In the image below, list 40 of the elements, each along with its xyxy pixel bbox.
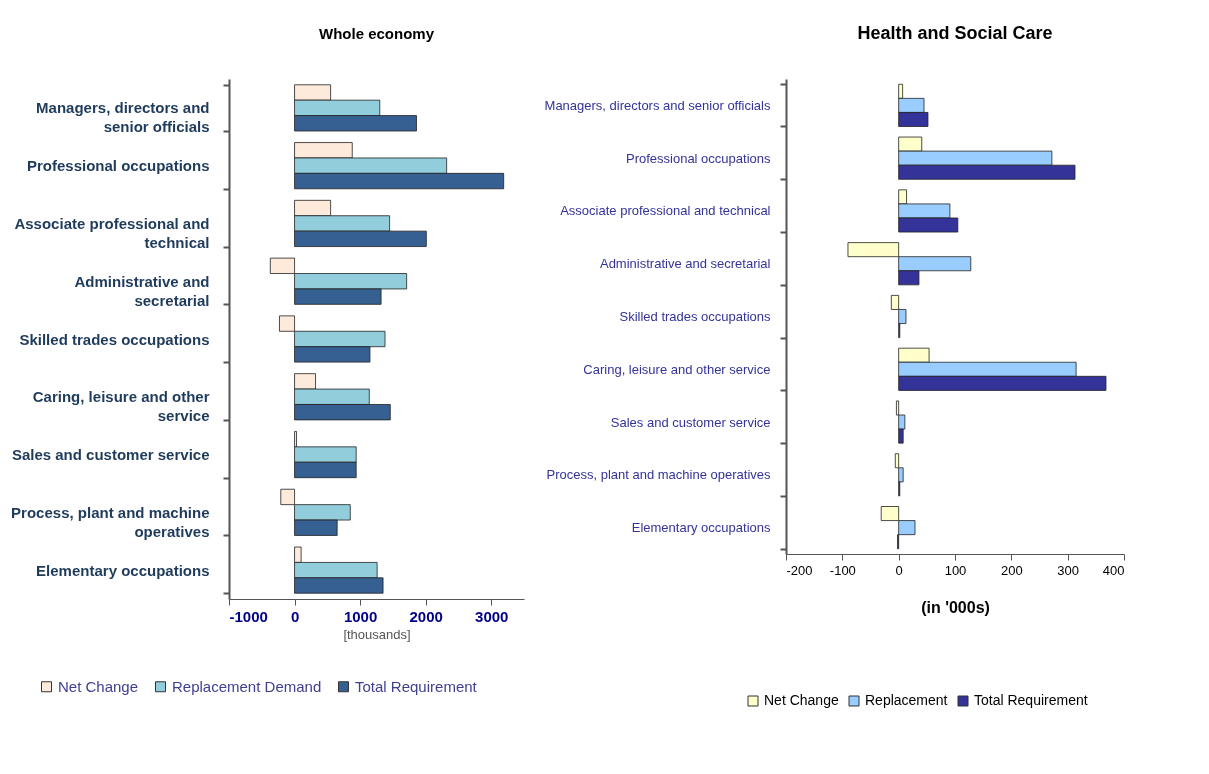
y-tick-label: Caring, leisure and other service [583, 361, 771, 377]
y-tick-label: Professional occupations [26, 157, 210, 175]
y-tick-label: Skilled trades occupations [19, 330, 210, 348]
x-tick-label: 1000 [343, 607, 378, 625]
x-tick-label: 0 [895, 562, 903, 578]
y-tick-label: Managers, directors and senior officials [36, 99, 210, 136]
x-tick-label: 400 [1102, 562, 1125, 578]
legend-label: Net Change [764, 692, 839, 708]
legend-label: Net Change [58, 677, 139, 695]
y-tick-label: Caring, leisure and other service [32, 388, 210, 425]
y-tick-label: Administrative and secretarial [74, 272, 210, 309]
chart-title: Whole economy [318, 25, 435, 42]
x-tick-label: 300 [1057, 562, 1080, 578]
legend-label: Replacement Demand [172, 677, 322, 695]
x-tick-label: 200 [1000, 562, 1023, 578]
x-axis-title: (in '000s) [921, 598, 990, 616]
legend-label: Total Requirement [974, 692, 1088, 708]
x-tick-label: 100 [944, 562, 967, 578]
x-tick-label: -200 [786, 562, 813, 578]
y-tick-label: Associate professional and technical [14, 214, 210, 251]
y-tick-label: Skilled trades occupations [619, 309, 771, 324]
y-tick-label: Sales and customer service [11, 446, 210, 464]
y-tick-label: Administrative and secretarial [599, 256, 771, 272]
x-tick-label: -100 [829, 562, 856, 578]
chart-title: Health and Social Care [857, 23, 1053, 43]
y-tick-label: Professional occupations [625, 150, 771, 166]
y-tick-label: Elementary occupations [36, 561, 210, 579]
y-tick-label: Process, plant and machine operatives [11, 503, 210, 540]
legend-label: Replacement [865, 692, 948, 708]
x-tick-label: 0 [290, 607, 300, 625]
y-tick-label: Elementary occupations [631, 520, 771, 536]
y-tick-label: Managers, directors and senior officials [544, 97, 771, 113]
y-tick-label: Sales and customer service [610, 414, 771, 430]
y-tick-label: Associate professional and technical [560, 203, 771, 219]
legend-label: Total Requirement [355, 677, 478, 695]
x-tick-label: 3000 [475, 607, 509, 625]
x-tick-label: 2000 [409, 607, 443, 625]
x-axis-title: [thousands] [343, 626, 411, 642]
y-tick-label: Process, plant and machine operatives [546, 467, 771, 483]
x-tick-label: -1000 [229, 607, 268, 625]
